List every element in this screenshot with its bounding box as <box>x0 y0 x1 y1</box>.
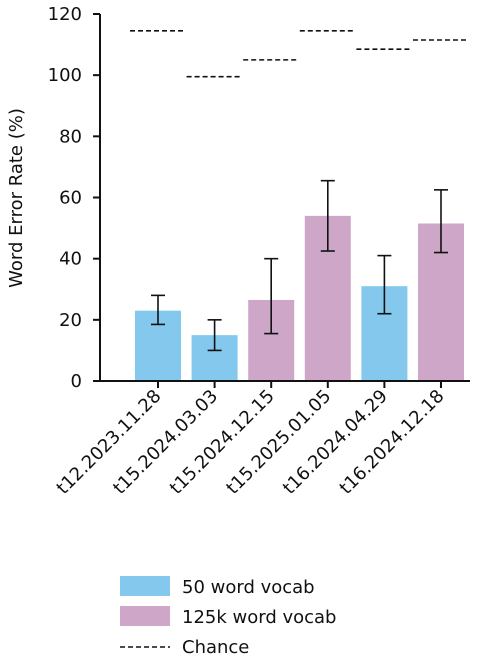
y-tick-label: 40 <box>59 249 82 270</box>
error-bar-t16.2024.12.18 <box>434 189 448 254</box>
y-tick-label: 60 <box>59 188 82 209</box>
error-bar-t12.2023.11.28 <box>151 294 165 326</box>
legend-label: 125k word vocab <box>182 607 337 628</box>
y-tick-label: 100 <box>48 65 82 86</box>
x-tick-label: t16.2024.04.29 <box>279 386 392 499</box>
legend: 50 word vocab 125k word vocab Chance <box>120 576 337 658</box>
x-tick-label: t15.2024.03.03 <box>109 386 222 499</box>
legend-entry: 125k word vocab <box>120 606 337 628</box>
error-bar-t15.2025.01.05 <box>320 179 335 252</box>
chance-lines <box>130 30 469 78</box>
error-bar-t15.2024.03.03 <box>207 319 222 352</box>
legend-swatch <box>120 606 170 626</box>
legend-entry: Chance <box>120 637 249 658</box>
legend-label: Chance <box>182 637 249 658</box>
error-bars <box>151 179 448 352</box>
bars <box>135 215 464 381</box>
x-axis: t12.2023.11.28t15.2024.03.03t15.2024.12.… <box>53 380 470 499</box>
y-tick-label: 80 <box>59 126 82 147</box>
x-tick-label: t12.2023.11.28 <box>53 386 166 499</box>
legend-label: 50 word vocab <box>182 577 315 598</box>
y-axis: 0 20 40 60 80 100 120 <box>48 4 101 392</box>
legend-swatch <box>120 576 170 596</box>
y-tick-label: 120 <box>48 4 82 25</box>
y-axis-title: Word Error Rate (%) <box>6 108 27 288</box>
y-tick-label: 0 <box>71 371 82 392</box>
x-tick-label: t15.2025.01.05 <box>222 386 335 499</box>
legend-entry: 50 word vocab <box>120 576 315 598</box>
y-tick-label: 20 <box>59 310 82 331</box>
error-bar-t15.2024.12.15 <box>264 257 279 335</box>
x-tick-label: t15.2024.12.15 <box>166 386 279 499</box>
x-tick-label: t16.2024.12.18 <box>336 386 449 499</box>
error-bar-t16.2024.04.29 <box>377 254 392 315</box>
